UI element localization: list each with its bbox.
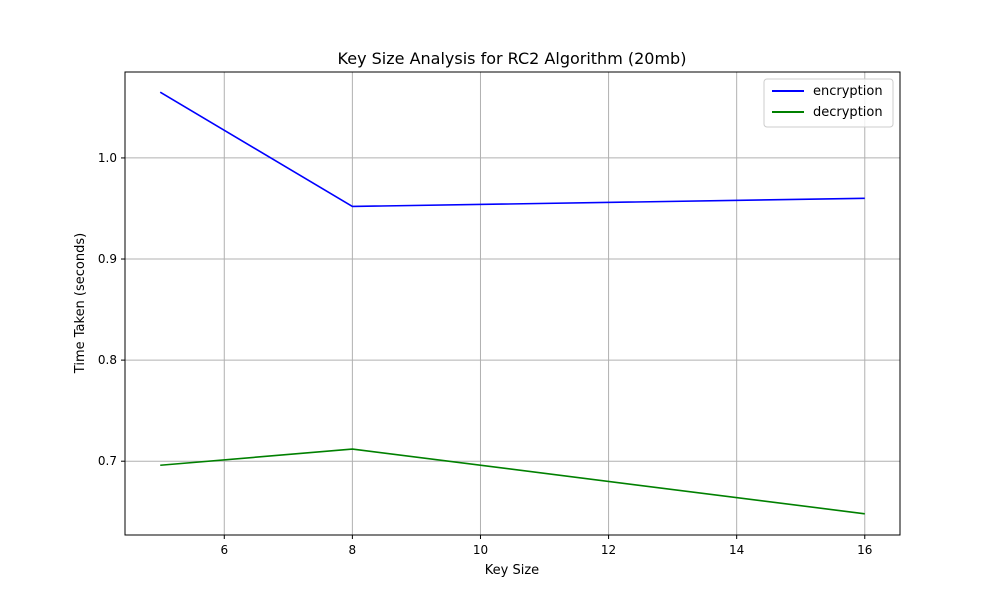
y-tick-label-0.7: 0.7 [98,454,117,468]
y-tick-label-0.9: 0.9 [98,252,117,266]
y-axis-label: Time Taken (seconds) [73,233,88,374]
series-line-decryption [160,448,865,515]
series-layer [159,91,865,515]
series-line-encryption [159,91,865,208]
legend: encryption decryption [763,78,894,128]
ticks: 6 8 10 12 14 16 0.7 0.8 0.9 1.0 [98,151,873,557]
x-axis-label: Key Size [485,563,539,578]
x-tick-label-10: 10 [473,543,488,557]
chart-title: Key Size Analysis for RC2 Algorithm (20m… [338,49,687,68]
plot-frame [124,71,901,536]
y-tick-label-1.0: 1.0 [98,151,117,165]
x-tick-label-6: 6 [220,543,228,557]
y-tick-label-0.8: 0.8 [98,353,117,367]
x-tick-label-16: 16 [857,543,872,557]
x-tick-label-12: 12 [601,543,616,557]
legend-label-encryption: encryption [813,84,883,99]
legend-label-decryption: decryption [813,105,883,120]
x-tick-label-14: 14 [729,543,744,557]
x-tick-label-8: 8 [349,543,357,557]
grid [125,72,900,535]
